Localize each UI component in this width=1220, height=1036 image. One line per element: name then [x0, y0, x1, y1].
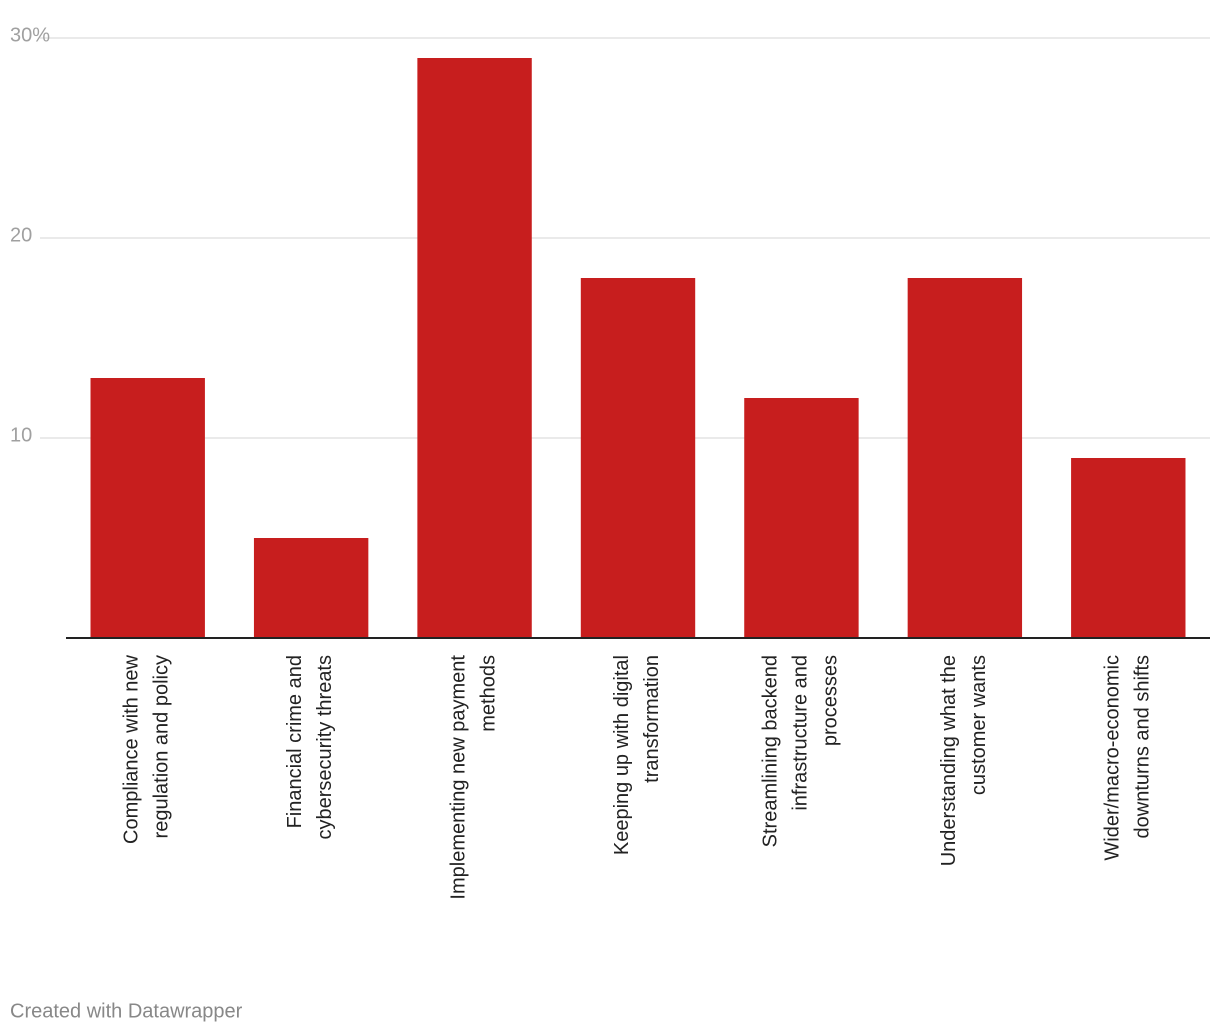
- x-tick-label: Streamlining backend infrastructure and pr…: [760, 655, 842, 847]
- y-tick-label: 20: [10, 224, 32, 246]
- bar: [90, 378, 205, 638]
- x-tick-label: Keeping up with digital transformation: [611, 655, 663, 855]
- bar: [253, 538, 369, 638]
- x-tick-label: Compliance with new regulation and policy: [121, 654, 173, 844]
- bar: [417, 58, 532, 638]
- y-tick-label: 30%: [10, 24, 50, 46]
- credit: Created with Datawrapper: [10, 1000, 243, 1022]
- bar: [1071, 458, 1186, 638]
- bar: [744, 398, 859, 638]
- bar: [907, 278, 1023, 638]
- bar: [580, 278, 696, 638]
- x-tick-label: Wider/macro-economic downturns and shifts: [1102, 655, 1154, 861]
- x-tick-label: Implementing new payment methods: [448, 655, 500, 900]
- x-tick-label: Understanding what the customer wants: [938, 655, 990, 866]
- x-tick-label: Financial crime and cybersecurity threats: [284, 655, 336, 840]
- y-tick-label: 10: [10, 424, 32, 446]
